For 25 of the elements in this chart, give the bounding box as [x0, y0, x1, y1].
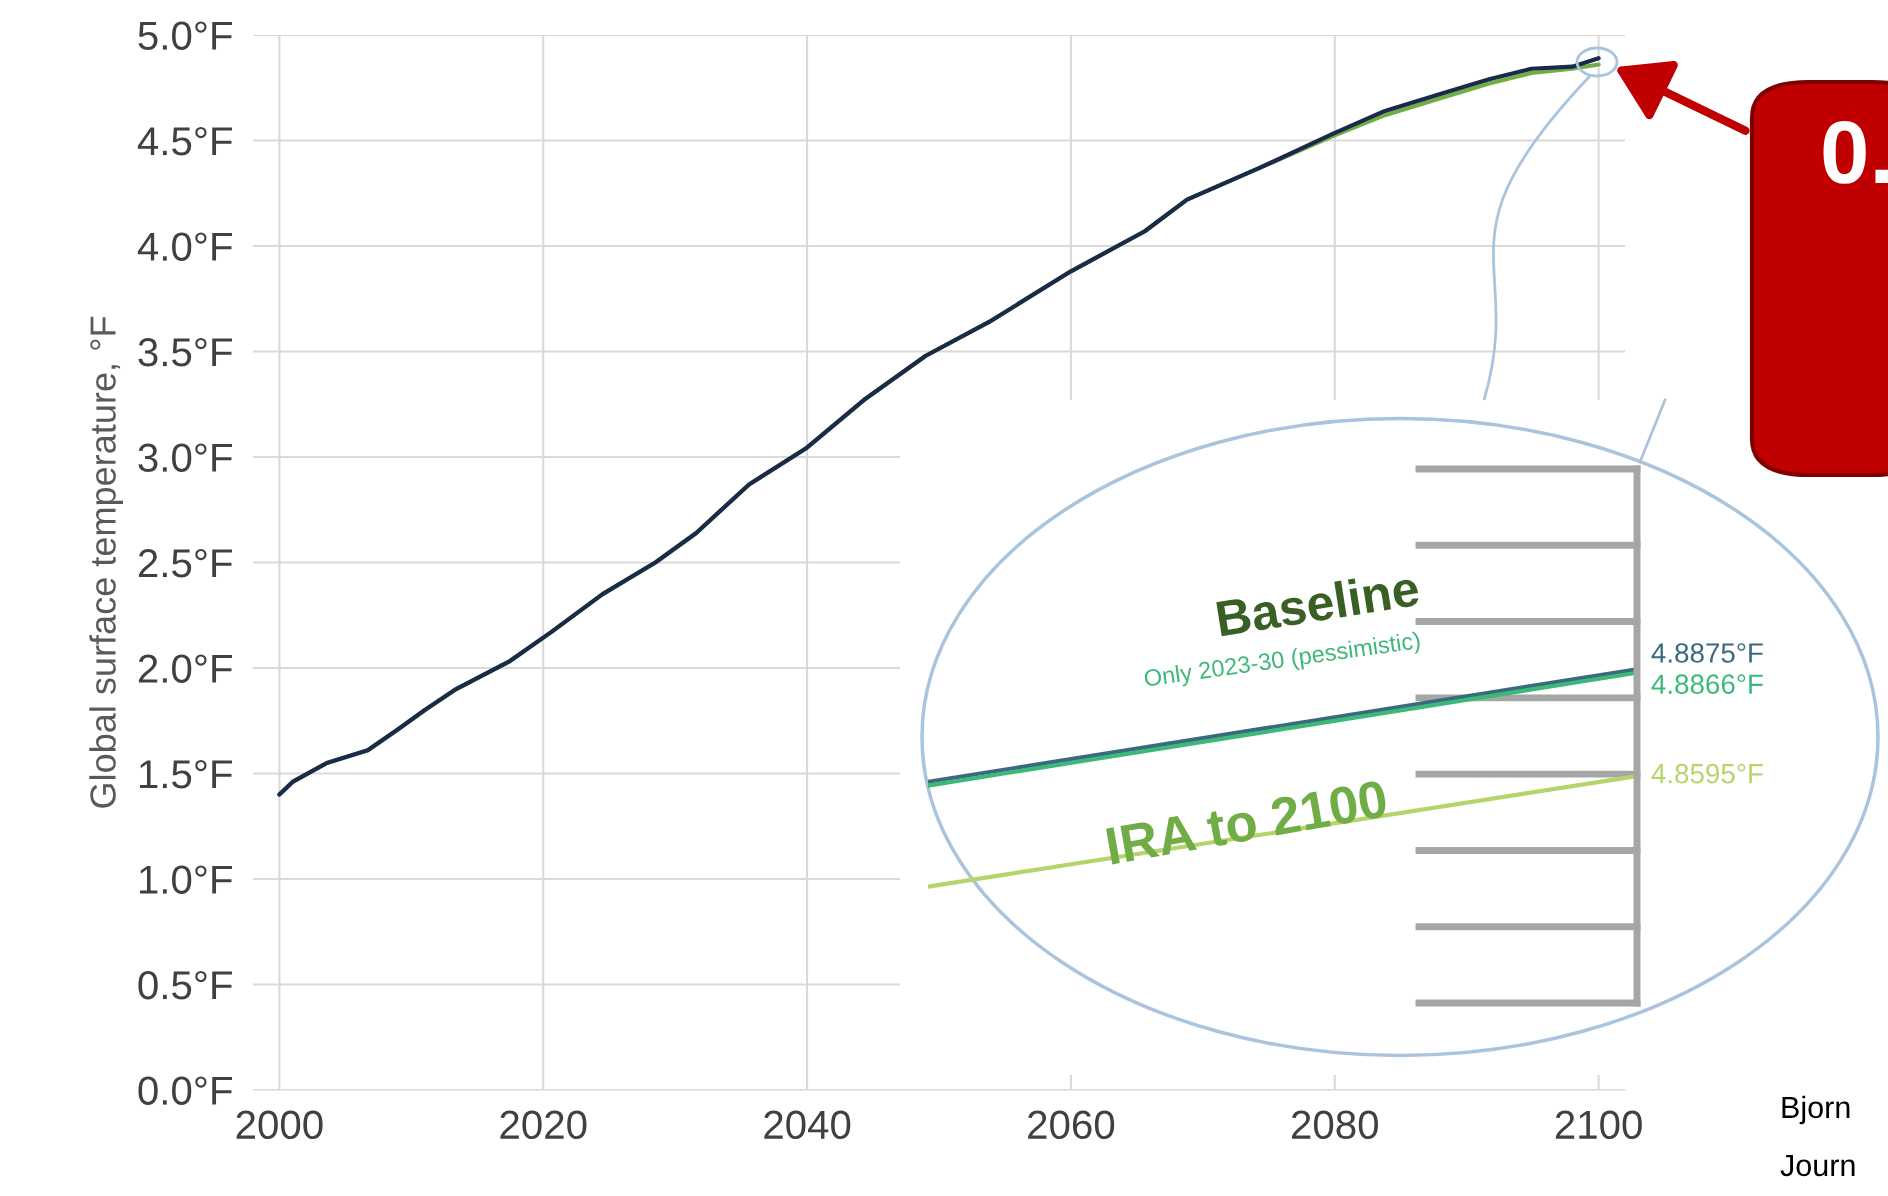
x-tick-label: 2100: [1555, 1110, 1642, 1140]
text: 0.: [1823, 120, 1888, 184]
y-tick-label: 5.0°F: [138, 21, 232, 50]
y-tick-label: 0.0°F: [138, 1076, 232, 1105]
y-axis-title: Global surface temperature, °F: [89, 316, 123, 808]
y-tick-label: 4.5°F: [137, 126, 232, 156]
y-tick-label: 1.5°F: [139, 759, 232, 789]
y-tick-label: 3.0°F: [138, 443, 232, 472]
x-tick-label: 2020: [500, 1110, 587, 1140]
x-tick-label: 2060: [1028, 1110, 1115, 1140]
data-label: 4.8595°F: [1651, 763, 1763, 784]
y-tick-label: 4.0°F: [137, 232, 232, 261]
text: Bjorn: [1782, 1095, 1850, 1125]
data-label: 4.8875°F: [1651, 643, 1763, 663]
x-tick-label: 2040: [764, 1110, 851, 1140]
y-tick-label: 3.5°F: [138, 337, 232, 367]
text: IRA to 2100: [1105, 779, 1388, 865]
data-label: 4.8866°F: [1651, 674, 1763, 695]
y-tick-label: 2.5°F: [138, 548, 232, 578]
x-tick-label: 2000: [236, 1110, 323, 1140]
x-tick-label: 2080: [1292, 1110, 1378, 1140]
y-tick-label: 2.0°F: [138, 654, 232, 683]
text: Journ: [1780, 1154, 1855, 1177]
y-tick-label: 0.5°F: [138, 970, 232, 1000]
y-tick-label: 1.0°F: [139, 865, 232, 894]
